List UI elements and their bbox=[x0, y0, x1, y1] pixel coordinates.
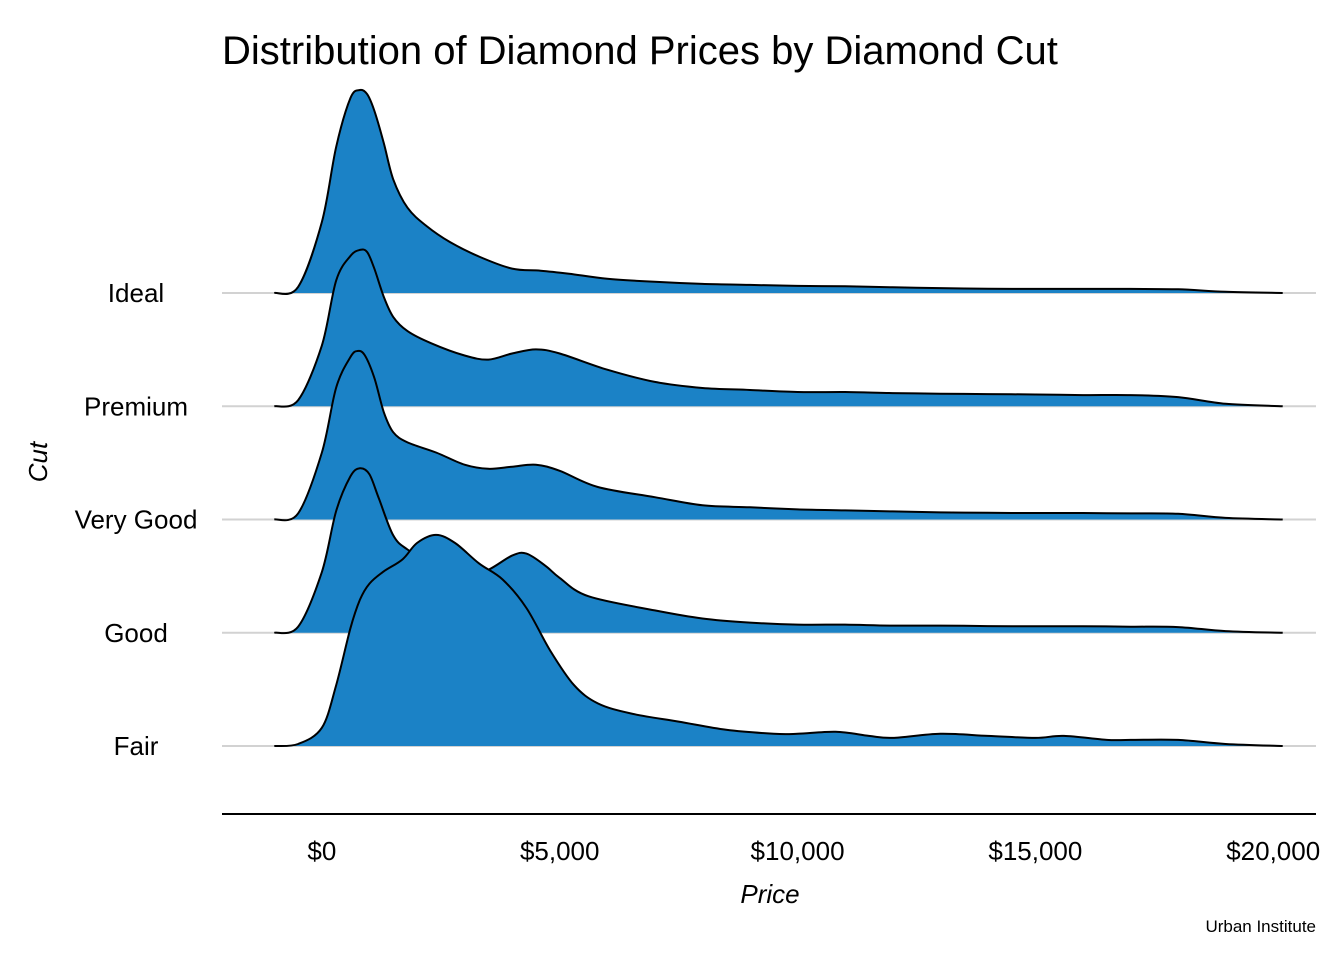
x-tick-label: $5,000 bbox=[520, 836, 600, 866]
ridge-fair bbox=[274, 533, 1283, 748]
ridge-outline-fair bbox=[274, 533, 1283, 748]
ridge-area-good bbox=[274, 468, 1283, 634]
ridge-very-good bbox=[274, 349, 1283, 522]
ridge-premium bbox=[274, 248, 1283, 408]
category-label-fair: Fair bbox=[114, 731, 159, 761]
x-tick-label: $10,000 bbox=[751, 836, 845, 866]
ridge-area-premium bbox=[274, 249, 1283, 407]
x-tick-label: $0 bbox=[307, 836, 336, 866]
ridge-outline-ideal bbox=[274, 88, 1283, 296]
ridge-series-group bbox=[274, 88, 1283, 748]
x-axis-title: Price bbox=[740, 879, 799, 909]
ridge-ideal bbox=[274, 88, 1283, 296]
category-labels: Ideal Premium Very Good Good Fair bbox=[75, 278, 198, 761]
x-tick-label: $20,000 bbox=[1226, 836, 1320, 866]
category-label-very-good: Very Good bbox=[75, 505, 198, 535]
chart-title: Distribution of Diamond Prices by Diamon… bbox=[222, 29, 1058, 73]
ridge-area-ideal bbox=[274, 89, 1283, 295]
ridge-outline-good bbox=[274, 467, 1283, 635]
x-tick-labels: $0 $5,000 $10,000 $15,000 $20,000 bbox=[307, 836, 1320, 866]
ridge-outline-premium bbox=[274, 248, 1283, 408]
ridge-area-fair bbox=[274, 534, 1283, 747]
category-label-premium: Premium bbox=[84, 391, 188, 421]
category-label-good: Good bbox=[104, 618, 168, 648]
ridge-area-very-good bbox=[274, 350, 1283, 521]
category-label-ideal: Ideal bbox=[108, 278, 164, 308]
ridge-good bbox=[274, 467, 1283, 635]
y-axis-title: Cut bbox=[23, 440, 53, 482]
x-tick-label: $15,000 bbox=[988, 836, 1082, 866]
chart-caption: Urban Institute bbox=[1205, 917, 1316, 936]
ridge-outline-very-good bbox=[274, 349, 1283, 522]
